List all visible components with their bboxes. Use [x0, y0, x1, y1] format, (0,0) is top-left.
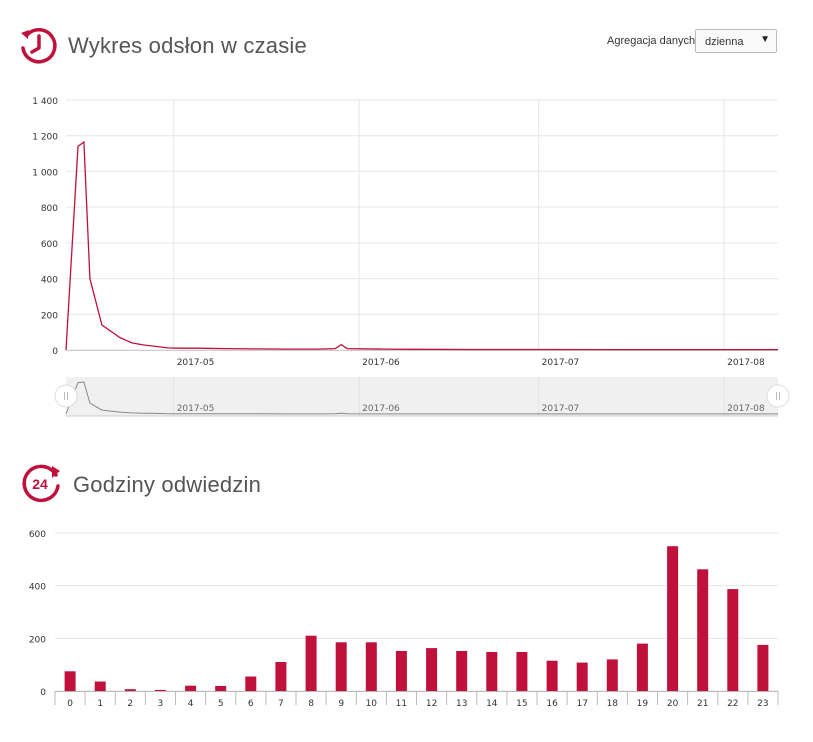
x-tick-label: 20: [667, 699, 679, 709]
bar: [365, 642, 377, 691]
bar: [486, 652, 498, 691]
history-clock-icon: [21, 28, 57, 64]
section-title: Godziny odwiedzin: [73, 472, 262, 497]
handle-circle: [54, 384, 78, 408]
y-tick-label: 600: [29, 530, 46, 540]
x-tick-label: 6: [248, 699, 254, 709]
x-tick-label: 13: [456, 699, 467, 709]
navigator-tick-label: 2017-05: [177, 404, 215, 414]
pageviews-line-chart: 0 200 400 600 800 1 000 1 200 1 400 2017-05 2017-…: [32, 97, 790, 417]
aggregation-value: dzienna: [705, 36, 744, 48]
y-tick-label: 0: [52, 347, 58, 357]
x-tick-label: 12: [426, 699, 437, 709]
bar: [275, 662, 287, 691]
svg-text:24: 24: [32, 476, 48, 492]
x-tick-label: 23: [757, 699, 768, 709]
aggregation-select[interactable]: dzienna ▼: [695, 29, 777, 53]
x-tick-label: 9: [338, 699, 344, 709]
bar: [305, 635, 317, 691]
navigator-background: [66, 377, 778, 416]
bar: [546, 660, 558, 691]
x-tick-label: 0: [67, 699, 73, 709]
x-tick-label: 1: [97, 699, 103, 709]
x-tick-label: 2017-07: [542, 358, 580, 368]
page-title: Wykres odsłon w czasie: [68, 33, 307, 58]
handle-circle: [766, 384, 790, 408]
y-tick-label: 400: [29, 583, 46, 593]
bar: [667, 546, 679, 691]
bar: [94, 681, 106, 691]
x-tick-label: 8: [308, 699, 314, 709]
x-tick-label: 3: [158, 699, 164, 709]
navigator-tick-label: 2017-08: [727, 404, 765, 414]
bar: [727, 589, 739, 691]
chevron-down-icon: ▼: [760, 34, 770, 45]
x-tick-label: 2017-05: [177, 358, 215, 368]
x-tick-label: 19: [637, 699, 649, 709]
x-tick-label: 22: [727, 699, 738, 709]
bar: [516, 652, 528, 691]
bar: [426, 648, 438, 691]
y-tick-label: 200: [41, 311, 58, 321]
bar: [245, 676, 257, 691]
y-tick-label: 800: [41, 204, 58, 214]
x-tick-label: 4: [188, 699, 194, 709]
x-tick-label: 2017-06: [362, 358, 400, 368]
bar: [606, 659, 618, 691]
x-tick-label: 18: [607, 699, 619, 709]
x-tick-label: 10: [366, 699, 378, 709]
bar: [215, 686, 227, 691]
x-tick-label: 7: [278, 699, 284, 709]
navigator-series-line: [65, 381, 778, 415]
bar: [154, 689, 166, 691]
x-tick-label: 21: [697, 699, 708, 709]
bar: [757, 644, 769, 691]
x-tick-label: 2017-08: [727, 358, 765, 368]
x-tick-label: 15: [516, 699, 527, 709]
x-tick-label: 17: [576, 699, 587, 709]
y-tick-label: 400: [41, 276, 58, 286]
y-tick-label: 0: [40, 688, 46, 698]
x-tick-label: 16: [546, 699, 558, 709]
y-tick-label: 1 200: [32, 133, 58, 143]
y-tick-label: 1 400: [32, 97, 58, 107]
navigator-handle-left[interactable]: [54, 384, 78, 408]
bar: [636, 643, 648, 691]
navigator-tick-label: 2017-06: [362, 404, 400, 414]
x-tick-label: 2: [127, 699, 133, 709]
bar: [576, 662, 588, 691]
navigator-handle-right[interactable]: [766, 384, 790, 408]
aggregation-label: Agregacja danych:: [607, 35, 699, 47]
y-tick-label: 600: [41, 240, 58, 250]
bar: [456, 651, 468, 691]
bar: [64, 671, 76, 692]
y-tick-label: 1 000: [32, 168, 58, 178]
y-tick-label: 200: [29, 635, 46, 645]
navigator-tick-label: 2017-07: [542, 404, 580, 414]
bar: [697, 569, 709, 691]
bar: [124, 689, 136, 691]
24-hours-icon: 24: [22, 464, 60, 503]
x-tick-label: 11: [396, 699, 407, 709]
series-line: [65, 140, 778, 351]
x-tick-label: 14: [486, 699, 498, 709]
bar: [335, 642, 347, 691]
x-tick-label: 5: [218, 699, 224, 709]
bar: [395, 651, 407, 691]
bar: [185, 685, 197, 691]
